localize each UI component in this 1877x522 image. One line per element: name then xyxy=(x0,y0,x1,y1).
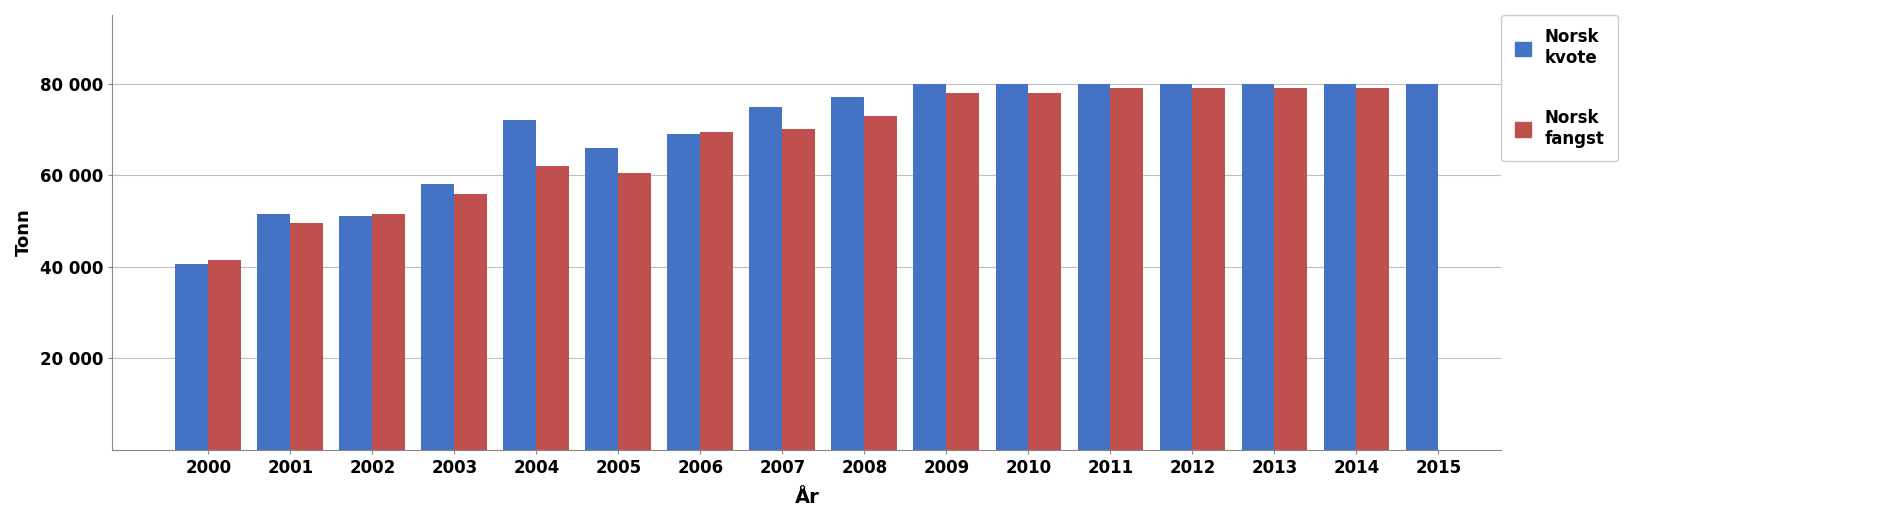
Bar xyxy=(537,166,569,450)
Bar xyxy=(1111,88,1143,450)
Bar xyxy=(175,265,208,450)
Bar xyxy=(946,93,980,450)
Bar xyxy=(1077,84,1111,450)
Bar xyxy=(291,223,323,450)
Bar xyxy=(749,106,783,450)
Bar xyxy=(700,132,734,450)
Bar xyxy=(422,184,454,450)
Bar xyxy=(1160,84,1192,450)
Bar xyxy=(783,129,815,450)
Y-axis label: Tonn: Tonn xyxy=(15,209,34,256)
Bar xyxy=(372,214,405,450)
Bar xyxy=(208,260,240,450)
Bar xyxy=(257,214,291,450)
Bar xyxy=(1192,88,1226,450)
Bar xyxy=(668,134,700,450)
X-axis label: År: År xyxy=(794,488,818,507)
Bar xyxy=(1323,84,1357,450)
Bar xyxy=(914,84,946,450)
Bar xyxy=(832,98,863,450)
Bar xyxy=(618,173,651,450)
Legend: Norsk
kvote, Norsk
fangst: Norsk kvote, Norsk fangst xyxy=(1502,15,1618,161)
Bar xyxy=(1029,93,1061,450)
Bar xyxy=(1274,88,1306,450)
Bar xyxy=(586,148,618,450)
Bar xyxy=(503,120,537,450)
Bar xyxy=(340,217,372,450)
Bar xyxy=(863,116,897,450)
Bar xyxy=(995,84,1029,450)
Bar xyxy=(1406,84,1438,450)
Bar xyxy=(454,194,488,450)
Bar xyxy=(1357,88,1389,450)
Bar xyxy=(1241,84,1274,450)
